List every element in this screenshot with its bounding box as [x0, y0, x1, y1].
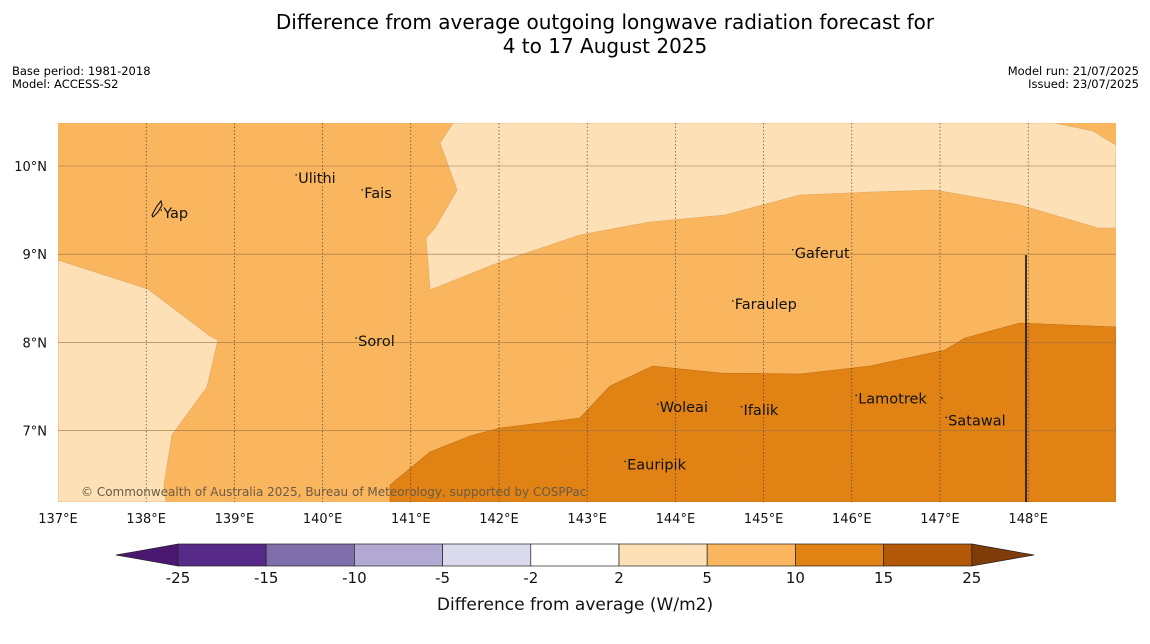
- place-label-fais: Fais: [364, 186, 391, 202]
- lon-tick-label: 144°E: [656, 512, 696, 527]
- place-label-eauripik: Eauripik: [627, 457, 686, 473]
- place-dot: [791, 248, 794, 251]
- colorbar-bin: [177, 543, 267, 567]
- place-label-satawal: Satawal: [948, 413, 1005, 429]
- colorbar-tick-label: -25: [166, 569, 191, 587]
- lat-tick-label: 9°N: [23, 248, 48, 263]
- anomaly-region-10-15: [389, 322, 1116, 502]
- gridlines: [58, 123, 1116, 502]
- copyright-text: © Commonwealth of Australia 2025, Bureau…: [81, 485, 586, 499]
- colorbar-bin: [706, 543, 796, 567]
- lon-tick-label: 143°E: [567, 512, 607, 527]
- lat-tick-label: 10°N: [14, 160, 47, 175]
- place-dot: [731, 300, 734, 302]
- meta-left: Base period: 1981-2018 Model: ACCESS-S2: [12, 65, 151, 91]
- place-label-ifalik: Ifalik: [744, 403, 779, 419]
- place-label-yap: Yap: [162, 206, 188, 222]
- colorbar: -25 -15 -10 -5 -2 2 5 10 15 25: [115, 543, 1035, 587]
- colorbar-tick-label: -10: [342, 569, 367, 587]
- place-dot: [656, 403, 659, 405]
- colorbar-tick-label: 10: [786, 569, 805, 587]
- colorbar-bin: [618, 543, 708, 567]
- colorbar-tick-label: 15: [874, 569, 893, 587]
- colorbar-bin: [883, 543, 973, 567]
- lat-tick-label: 7°N: [23, 425, 48, 440]
- lon-tick-label: 141°E: [391, 512, 431, 527]
- colorbar-bin: [442, 543, 532, 567]
- place-label-sorol: Sorol: [358, 334, 395, 350]
- colorbar-tick-label: 2: [614, 569, 624, 587]
- place-dot: [941, 397, 943, 399]
- anomaly-region-2-5-west: [58, 259, 219, 502]
- place-dot: [295, 174, 297, 176]
- colorbar-tick-label: 25: [962, 569, 981, 587]
- place-label-ulithi: Ulithi: [298, 171, 336, 187]
- lon-tick-label: 138°E: [126, 512, 166, 527]
- lon-tick-label: 139°E: [215, 512, 255, 527]
- lon-tick-label: 146°E: [832, 512, 872, 527]
- place-label-woleai: Woleai: [660, 400, 708, 416]
- colorbar-tick-label: -5: [435, 569, 450, 587]
- colorbar-bin: [530, 543, 620, 567]
- colorbar-bin: [354, 543, 443, 567]
- place-dot: [355, 337, 357, 339]
- base-period: Base period: 1981-2018: [12, 64, 151, 78]
- lon-tick-label: 140°E: [303, 512, 343, 527]
- lon-tick-label: 147°E: [920, 512, 960, 527]
- place-labels: Yap Ulithi Fais Gaferut Faraulep Sorol Lamotre…: [160, 171, 1006, 473]
- chart-title: Difference from average outgoing longwav…: [0, 10, 1150, 58]
- yap-island-icon: [151, 199, 163, 218]
- colorbar-bin: [265, 543, 355, 567]
- lon-tick-label: 145°E: [744, 512, 784, 527]
- place-dot: [160, 209, 162, 211]
- place-dot: [945, 416, 947, 419]
- title-line-2: 4 to 17 August 2025: [502, 34, 708, 58]
- lon-tick-label: 142°E: [479, 512, 519, 527]
- colorbar-tick-label: -2: [523, 569, 538, 587]
- colorbar-arrow-left: [115, 543, 179, 567]
- colorbar-tick-label: 5: [702, 569, 712, 587]
- lon-tick-label: 148°E: [1008, 512, 1048, 527]
- place-label-lamotrek: Lamotrek: [858, 391, 927, 407]
- colorbar-title: Difference from average (W/m2): [437, 595, 713, 615]
- title-line-1: Difference from average outgoing longwav…: [275, 10, 935, 34]
- colorbar-bin: [795, 543, 884, 567]
- lat-tick-label: 8°N: [23, 336, 48, 351]
- place-dot: [624, 460, 626, 463]
- model-name: Model: ACCESS-S2: [12, 77, 119, 91]
- place-label-faraulep: Faraulep: [735, 297, 797, 313]
- issued-date: Issued: 23/07/2025: [1028, 77, 1139, 91]
- axis-ticks: 137°E 138°E 139°E 140°E 141°E 142°E 143°E 144°E…: [14, 160, 1048, 527]
- model-run: Model run: 21/07/2025: [1007, 64, 1139, 78]
- colorbar-tick-label: -15: [254, 569, 279, 587]
- place-dot: [361, 189, 364, 191]
- meta-right: Model run: 21/07/2025 Issued: 23/07/2025: [1008, 65, 1139, 91]
- place-dot: [740, 405, 743, 408]
- colorbar-arrow-right: [971, 543, 1035, 567]
- place-dot: [855, 394, 858, 397]
- place-label-gaferut: Gaferut: [795, 246, 850, 262]
- lon-tick-label: 137°E: [38, 512, 78, 527]
- anomaly-region-2-5-north: [425, 123, 1116, 291]
